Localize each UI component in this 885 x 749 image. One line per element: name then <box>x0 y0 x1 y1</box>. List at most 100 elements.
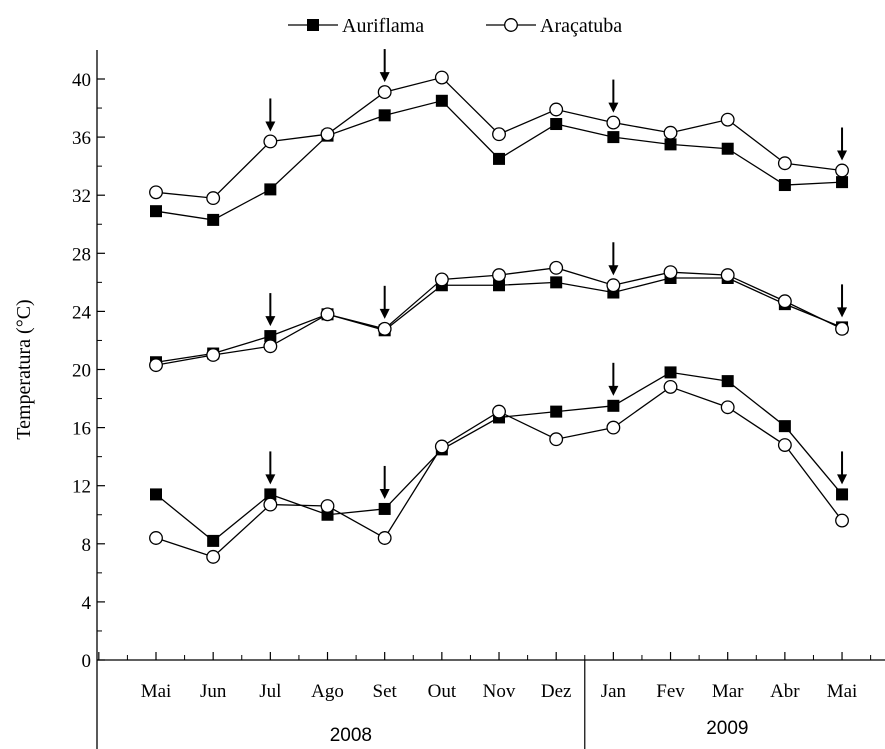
data-point-circle <box>663 125 678 140</box>
year-label-2009: 2009 <box>706 718 748 739</box>
data-point-circle <box>835 321 849 336</box>
x-tick-label: Fev <box>656 681 685 702</box>
legend-item-aracatuba: Araçatuba <box>486 15 622 37</box>
arrow-head <box>608 265 619 276</box>
x-tick-label: Nov <box>483 681 516 702</box>
legend-square-marker <box>307 19 319 31</box>
data-point-circle <box>777 438 792 452</box>
data-point-square <box>435 94 448 107</box>
data-point-circle <box>206 549 221 564</box>
data-point-square <box>836 488 849 501</box>
data-point-circle <box>549 102 564 117</box>
x-tick-label: Mai <box>141 681 172 702</box>
series-layer <box>149 70 849 564</box>
data-point-circle <box>492 127 506 142</box>
arrow-annotation <box>608 362 619 396</box>
data-point-circle <box>549 432 564 447</box>
data-point-square <box>378 502 391 515</box>
data-point-circle <box>149 358 163 373</box>
y-tick-label: 36 <box>72 128 91 149</box>
arrow-head <box>608 102 619 113</box>
legend-circle-marker <box>504 18 518 32</box>
data-point-circle <box>377 85 392 100</box>
series-min-auriflama <box>150 366 849 547</box>
x-tick-label: Mai <box>827 681 858 702</box>
data-point-circle <box>720 268 735 283</box>
data-point-circle <box>434 70 449 85</box>
data-point-square <box>664 138 677 151</box>
arrow-head <box>379 488 390 499</box>
data-point-square <box>207 213 220 226</box>
x-tick-label: Abr <box>770 681 800 702</box>
arrow-annotation <box>608 79 619 113</box>
arrow-annotation <box>837 127 848 161</box>
data-point-circle <box>720 400 735 415</box>
data-point-circle <box>320 499 335 513</box>
arrow-head <box>837 474 848 485</box>
data-point-circle <box>263 339 278 354</box>
data-point-square <box>264 330 277 343</box>
data-point-circle <box>377 531 392 545</box>
arrow-head <box>837 307 848 318</box>
data-point-square <box>550 405 563 418</box>
series-min-aracatuba <box>149 379 849 564</box>
data-point-square <box>550 118 563 131</box>
data-point-square <box>836 176 849 189</box>
data-point-circle <box>663 265 678 280</box>
legend-item-auriflama: Auriflama <box>288 15 424 37</box>
series-max-auriflama <box>150 94 849 226</box>
y-tick-label: 32 <box>72 186 91 207</box>
data-point-circle <box>320 307 335 322</box>
data-point-circle <box>663 379 678 394</box>
x-tick-label: Jan <box>601 681 627 702</box>
y-tick-label: 4 <box>82 593 92 614</box>
arrow-head <box>265 121 276 132</box>
x-tick-label: Jun <box>200 681 227 702</box>
data-point-circle <box>263 134 278 149</box>
data-point-circle <box>777 294 792 309</box>
y-tick-label: 0 <box>82 651 92 672</box>
data-point-circle <box>434 439 449 454</box>
data-point-circle <box>206 348 221 362</box>
data-point-circle <box>434 272 449 287</box>
data-point-square <box>778 179 791 192</box>
data-point-circle <box>549 260 564 275</box>
data-point-circle <box>377 321 392 336</box>
data-point-square <box>493 279 506 292</box>
arrow-head <box>608 385 619 396</box>
x-tick-label: Mar <box>712 681 744 702</box>
y-tick-label: 24 <box>72 302 92 323</box>
data-point-circle <box>492 268 506 283</box>
data-point-circle <box>206 191 221 206</box>
data-point-square <box>150 488 162 501</box>
arrow-head <box>837 150 848 161</box>
year-label-2008: 2008 <box>330 725 372 746</box>
data-point-square <box>664 366 677 379</box>
series-mean-auriflama <box>150 271 849 369</box>
data-point-circle <box>835 163 849 178</box>
data-point-circle <box>835 513 849 528</box>
legend: Auriflama Araçatuba <box>288 15 622 37</box>
series-mean-aracatuba <box>149 260 849 373</box>
data-point-square <box>607 399 620 412</box>
arrow-annotation <box>379 49 390 83</box>
data-point-circle <box>606 278 621 293</box>
data-point-circle <box>777 156 792 171</box>
data-point-square <box>207 534 220 547</box>
data-point-circle <box>492 404 506 419</box>
y-tick-label: 20 <box>72 361 91 382</box>
y-axis-label: Temperatura (°C) <box>13 299 35 439</box>
x-tick-label: Dez <box>541 681 572 702</box>
y-tick-label: 8 <box>82 535 92 556</box>
arrow-annotation <box>379 465 390 499</box>
y-tick-label: 16 <box>72 419 91 440</box>
arrow-annotation <box>837 284 848 318</box>
arrow-head <box>265 474 276 485</box>
x-tick-label: Out <box>428 681 457 702</box>
arrow-annotation <box>837 451 848 485</box>
legend-label: Auriflama <box>342 15 424 37</box>
y-tick-label: 28 <box>72 244 91 265</box>
data-point-square <box>378 109 391 122</box>
series-max-aracatuba <box>149 70 849 206</box>
